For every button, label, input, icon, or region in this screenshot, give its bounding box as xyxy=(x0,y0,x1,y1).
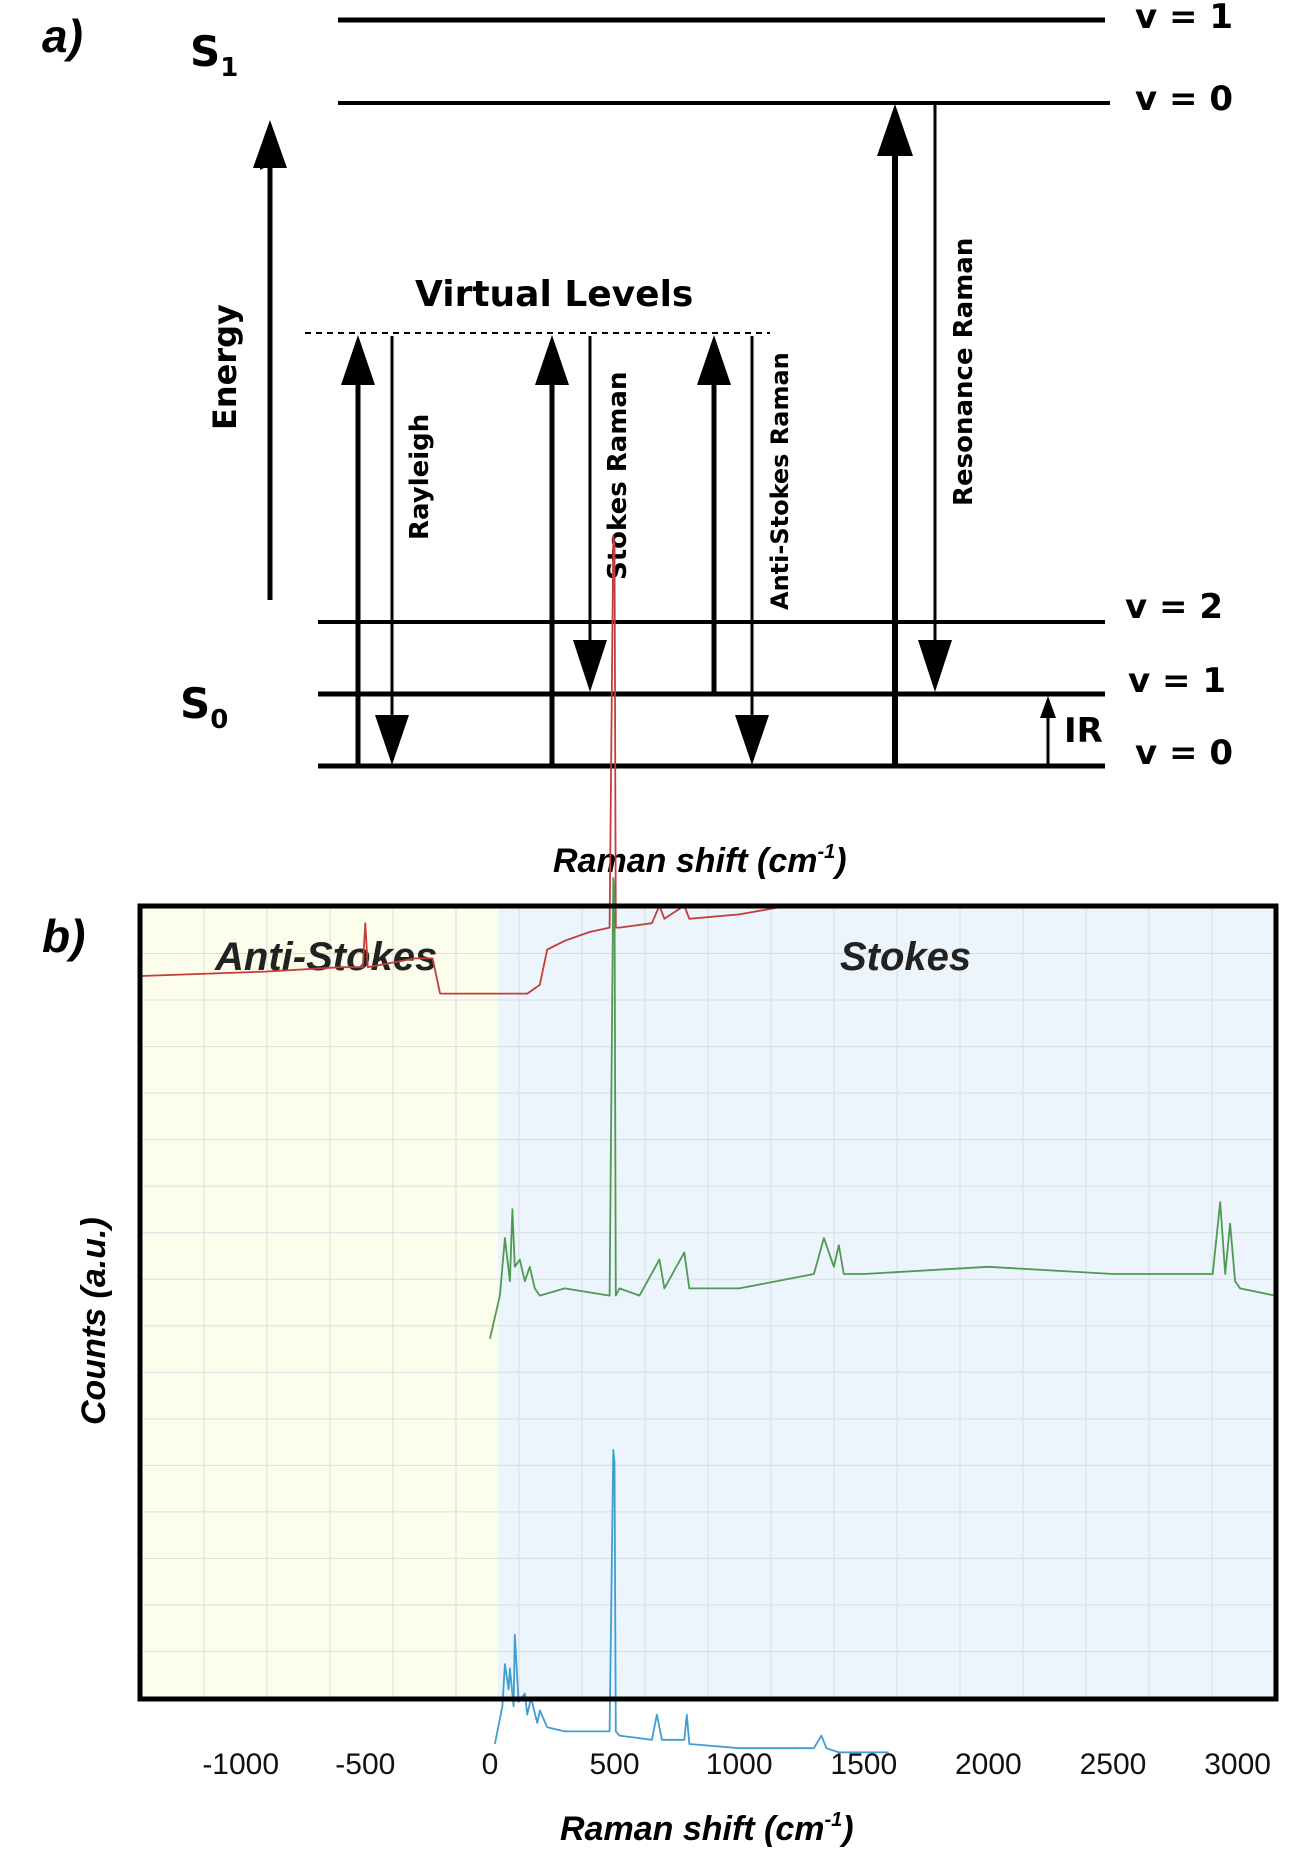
x-tick-label: -1000 xyxy=(202,1748,279,1781)
s0-v1-label: v = 1 xyxy=(1128,661,1226,701)
stokes-region xyxy=(498,907,1275,1698)
panel-a-label: a) xyxy=(42,10,83,62)
state-s0-label: S0 xyxy=(180,679,228,735)
x-tick-label: 1000 xyxy=(706,1748,773,1781)
spectrum-blue-line xyxy=(494,1449,889,1754)
resonance-raman-label: Resonance Raman xyxy=(949,238,979,506)
panel-a-energy-diagram: a) S1 S0 v = 1 v = 0 Energy Virtual Leve… xyxy=(42,0,1233,880)
plot-frame xyxy=(137,903,1279,1702)
panel-b-raman-spectra: b) Anti-Stokes Stokes -1000 -500 0 500 1000 1… xyxy=(42,535,1279,1848)
s1-v0-label: v = 0 xyxy=(1135,79,1233,119)
state-s1-sub: 1 xyxy=(220,53,238,83)
x-tick-label: 3000 xyxy=(1204,1748,1271,1781)
energy-arrowhead xyxy=(253,120,287,168)
x-tick-label: 2500 xyxy=(1080,1748,1147,1781)
x-tick-label: 0 xyxy=(482,1748,499,1781)
anti-stokes-region xyxy=(141,907,498,1698)
s0-v0-label: v = 0 xyxy=(1135,733,1233,773)
rayleigh-label: Rayleigh xyxy=(405,414,435,540)
virtual-levels-label: Virtual Levels xyxy=(415,274,693,315)
plot-gridlines xyxy=(141,907,1275,1698)
state-s0-letter: S xyxy=(180,679,210,728)
s0-v2-label: v = 2 xyxy=(1125,587,1223,627)
panel-a-raman-shift-title: Raman shift (cm-1) xyxy=(553,841,847,880)
state-s1-label: S1 xyxy=(190,27,238,83)
x-axis-label: Raman shift (cm-1) xyxy=(560,1809,854,1848)
ir-arrow xyxy=(1040,696,1056,766)
stokes-raman-arrows xyxy=(535,335,607,766)
s1-v1-label: v = 1 xyxy=(1135,0,1233,37)
anti-stokes-raman-label: Anti-Stokes Raman xyxy=(766,352,794,610)
state-s0-sub: 0 xyxy=(210,705,228,735)
resonance-raman-arrows xyxy=(877,104,952,766)
stokes-region-label: Stokes xyxy=(840,935,971,979)
x-axis-ticks: -1000 -500 0 500 1000 1500 2000 2500 3000 xyxy=(202,1748,1271,1781)
energy-label: Energy xyxy=(206,304,244,430)
panel-b-label: b) xyxy=(42,910,85,962)
stokes-raman-label: Stokes Raman xyxy=(603,372,633,580)
x-tick-label: 1500 xyxy=(830,1748,897,1781)
x-tick-label: -500 xyxy=(335,1748,395,1781)
y-axis-label: Counts (a.u.) xyxy=(75,1217,113,1425)
spectra-lines xyxy=(140,535,1276,1754)
state-s1-letter: S xyxy=(190,27,220,76)
spectrum-green-line xyxy=(489,877,1276,1340)
rayleigh-arrows xyxy=(341,335,409,766)
x-tick-label: 2000 xyxy=(955,1748,1022,1781)
x-tick-label: 500 xyxy=(590,1748,640,1781)
anti-stokes-raman-arrows xyxy=(697,335,769,765)
ir-label: IR xyxy=(1064,711,1103,751)
spectrum-red-line xyxy=(140,535,790,995)
